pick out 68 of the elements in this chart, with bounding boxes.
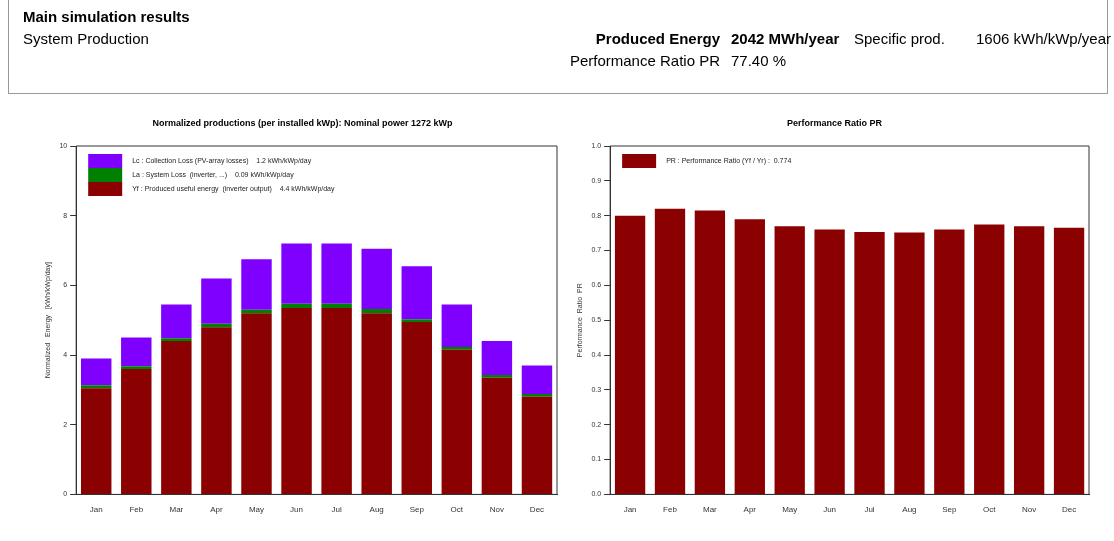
bar bbox=[80, 388, 112, 494]
bar bbox=[161, 338, 192, 342]
bar bbox=[481, 341, 513, 375]
x-tick-label: Feb bbox=[663, 505, 678, 515]
bar bbox=[201, 327, 232, 494]
chart-title: Normalized productions (per installed kWp): Nominal power 1272 kWp bbox=[151, 118, 454, 128]
x-tick-label: Jun bbox=[290, 505, 304, 515]
x-tick-label: Sep bbox=[942, 505, 957, 515]
bar bbox=[161, 304, 192, 339]
bar bbox=[441, 304, 473, 348]
text: System Production bbox=[23, 30, 149, 47]
bar bbox=[401, 319, 432, 322]
text: 2042 MWh/year bbox=[731, 30, 840, 47]
x-tick-label: Sep bbox=[409, 505, 425, 515]
text: 1606 kWh/kWp/year bbox=[976, 30, 1112, 47]
text: Specific prod. bbox=[854, 30, 945, 47]
bar bbox=[361, 313, 392, 494]
text: Produced Energy bbox=[595, 30, 720, 47]
x-tick-label: Oct bbox=[450, 505, 464, 515]
x-tick-label: Nov bbox=[489, 505, 505, 515]
bar bbox=[281, 303, 312, 309]
bar bbox=[521, 396, 553, 494]
bar bbox=[241, 313, 272, 494]
x-tick-label: Nov bbox=[1022, 505, 1037, 515]
bar bbox=[161, 341, 192, 494]
x-tick-label: May bbox=[782, 505, 798, 515]
x-tick-label: Feb bbox=[129, 505, 144, 515]
bar bbox=[80, 358, 112, 386]
x-tick-label: Jun bbox=[823, 505, 837, 515]
bar bbox=[441, 347, 473, 350]
bar bbox=[121, 337, 152, 367]
x-tick-label: May bbox=[248, 505, 265, 515]
bar bbox=[121, 368, 152, 494]
bar bbox=[401, 321, 432, 494]
bar bbox=[401, 266, 432, 320]
text: Main simulation results bbox=[23, 8, 190, 25]
x-tick-label: Aug bbox=[902, 505, 917, 515]
x-tick-label: Oct bbox=[983, 505, 997, 515]
x-tick-label: Jul bbox=[331, 505, 342, 515]
bar bbox=[321, 303, 352, 309]
bar bbox=[121, 366, 152, 369]
text: 77.40 % bbox=[731, 52, 787, 69]
bar bbox=[321, 308, 352, 494]
x-tick-label: Jan bbox=[623, 505, 637, 515]
bar bbox=[361, 248, 392, 310]
bar bbox=[521, 365, 553, 395]
bar bbox=[361, 309, 392, 314]
bar bbox=[281, 308, 312, 494]
x-tick-label: Mar bbox=[169, 505, 184, 515]
bar bbox=[241, 259, 272, 310]
bar bbox=[481, 377, 513, 494]
text: Performance Ratio PR bbox=[569, 52, 720, 69]
bar bbox=[321, 243, 352, 304]
bar bbox=[201, 278, 232, 324]
bar bbox=[521, 394, 553, 397]
x-tick-label: Dec bbox=[529, 505, 545, 515]
bar bbox=[281, 243, 312, 304]
x-tick-label: Apr bbox=[210, 505, 223, 515]
x-tick-label: Jul bbox=[864, 505, 875, 515]
x-tick-label: Aug bbox=[369, 505, 384, 515]
bar bbox=[481, 374, 513, 378]
x-tick-label: Mar bbox=[703, 505, 718, 515]
chart-title: Performance Ratio PR bbox=[786, 118, 883, 128]
x-tick-label: Jan bbox=[89, 505, 103, 515]
x-tick-label: Dec bbox=[1061, 505, 1077, 515]
bar bbox=[441, 349, 473, 494]
x-tick-label: Apr bbox=[743, 505, 757, 515]
bar bbox=[80, 385, 112, 389]
